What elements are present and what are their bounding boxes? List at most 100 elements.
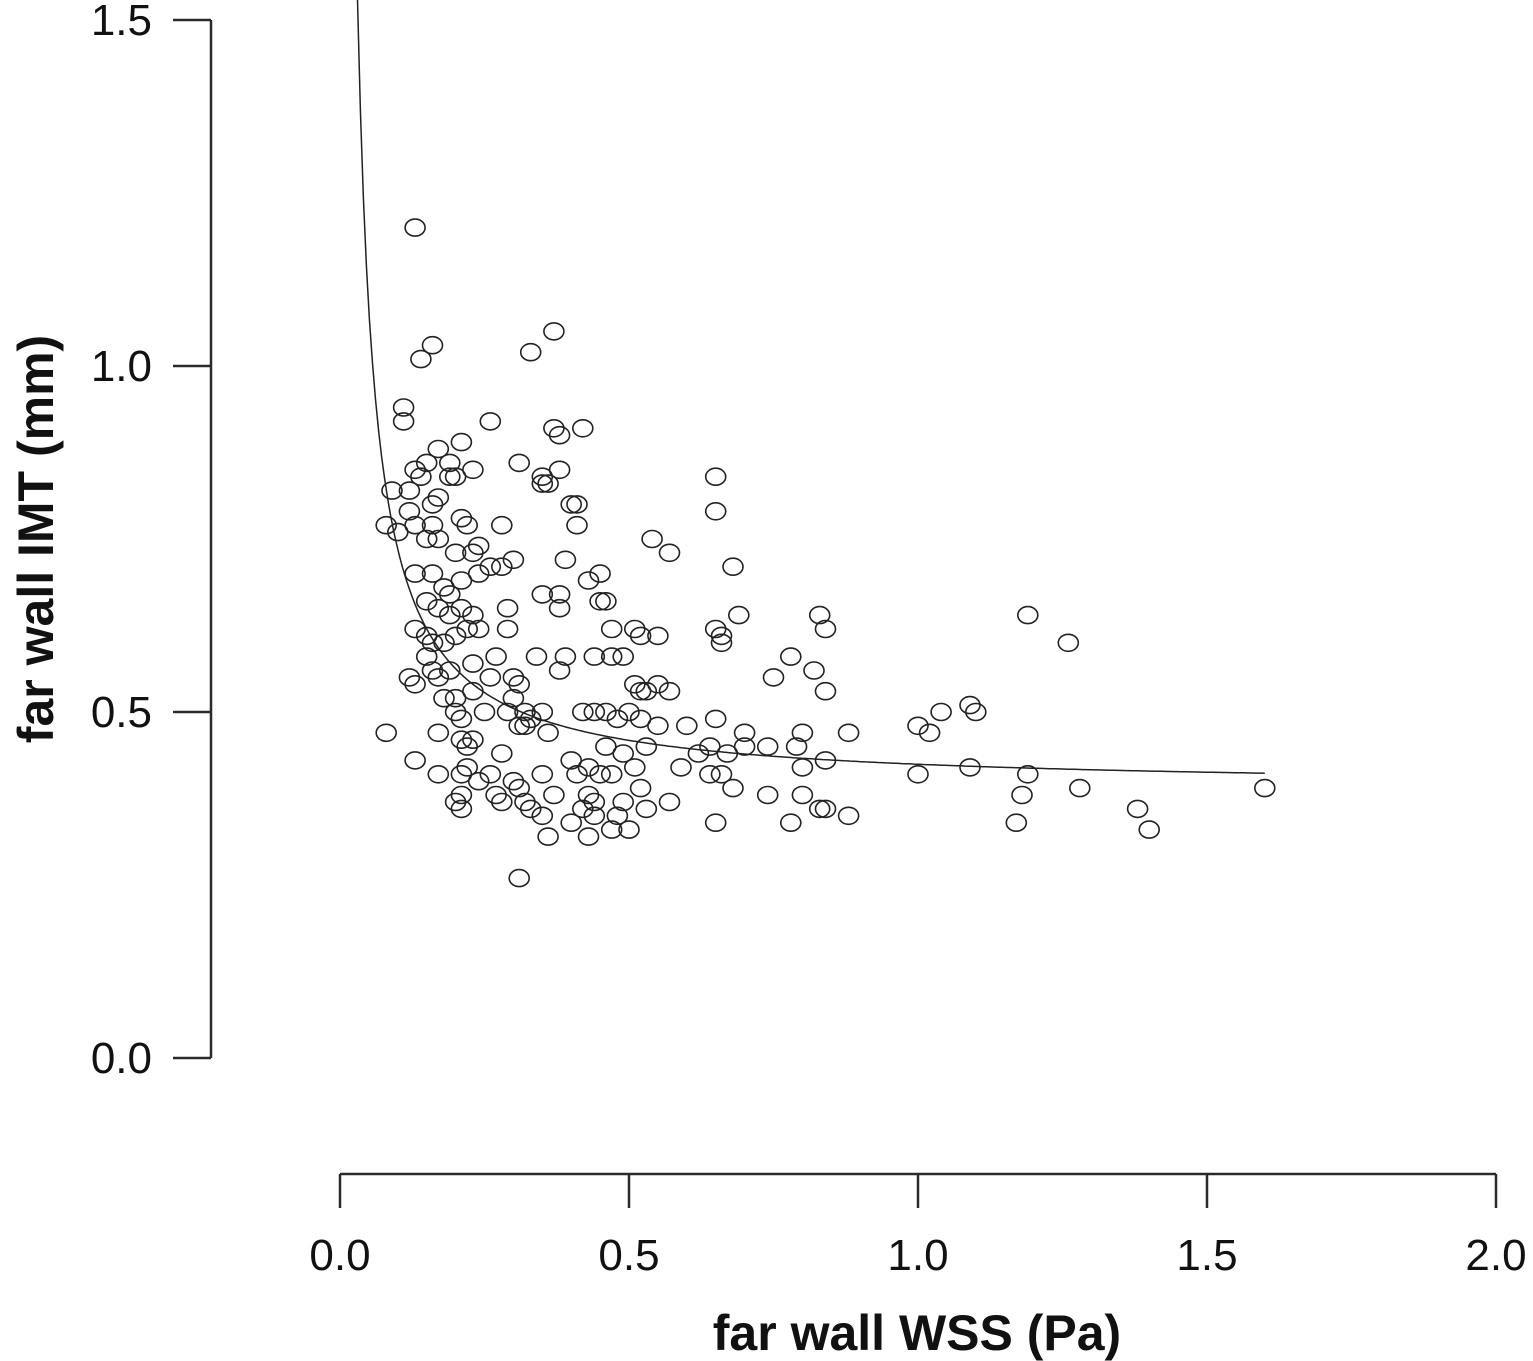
data-point <box>421 633 444 653</box>
data-point <box>791 723 814 743</box>
data-point <box>1138 820 1160 839</box>
data-point <box>485 647 507 666</box>
data-point <box>710 633 733 653</box>
data-point <box>548 425 571 445</box>
data-point <box>918 723 941 743</box>
data-point <box>600 764 623 784</box>
data-point <box>571 702 594 722</box>
data-point <box>456 758 479 777</box>
data-point <box>641 529 663 549</box>
x-tick-label: 1.5 <box>1176 1231 1237 1280</box>
data-point <box>566 515 588 535</box>
data-point <box>496 598 519 618</box>
data-point <box>438 467 461 487</box>
data-point <box>1017 605 1039 625</box>
data-point <box>577 827 600 846</box>
x-axis-title: far wall WSS (Pa) <box>713 1305 1121 1361</box>
data-point <box>438 585 461 604</box>
data-point <box>415 591 438 611</box>
data-point <box>386 522 409 542</box>
data-point <box>629 626 652 646</box>
y-tick-label: 0.0 <box>91 1034 152 1083</box>
data-point <box>496 702 519 722</box>
data-point <box>612 647 635 666</box>
data-point <box>583 806 606 826</box>
data-point <box>381 481 403 500</box>
data-point <box>606 709 629 729</box>
data-point <box>508 453 531 473</box>
data-point <box>427 723 450 743</box>
data-point <box>722 778 744 798</box>
data-point <box>519 799 542 819</box>
data-point <box>612 792 635 812</box>
data-point <box>647 626 669 646</box>
data-point <box>583 647 606 666</box>
data-point <box>427 598 450 618</box>
data-point <box>964 702 987 722</box>
data-point <box>404 218 426 237</box>
data-point <box>560 751 583 770</box>
data-point <box>479 764 502 784</box>
data-point <box>525 647 548 666</box>
data-point <box>456 619 479 639</box>
data-point <box>577 571 600 590</box>
data-point <box>1005 813 1028 833</box>
data-point <box>433 688 455 708</box>
data-point <box>658 543 681 563</box>
data-point <box>450 571 473 590</box>
data-point <box>502 550 525 570</box>
data-point <box>907 764 929 784</box>
x-tick-label: 1.0 <box>887 1231 948 1280</box>
data-point <box>722 557 744 577</box>
data-point <box>444 688 467 708</box>
data-point <box>427 764 450 784</box>
data-point <box>808 799 831 819</box>
data-point <box>635 737 658 756</box>
data-point <box>704 501 727 521</box>
data-point <box>462 681 484 701</box>
data-point <box>1057 633 1080 653</box>
data-point <box>560 813 583 833</box>
data-point <box>467 564 490 583</box>
data-point <box>583 792 606 812</box>
data-point <box>531 764 554 784</box>
data-point <box>589 564 611 583</box>
data-point <box>907 716 929 736</box>
data-point <box>814 751 837 770</box>
data-point <box>733 723 756 743</box>
data-point <box>618 702 640 722</box>
data-point <box>404 619 426 639</box>
data-point <box>450 799 473 819</box>
data-point <box>531 474 554 493</box>
data-point <box>462 605 484 625</box>
data-point <box>595 591 617 611</box>
data-point <box>450 432 473 452</box>
data-point <box>548 661 571 680</box>
data-point <box>837 806 860 826</box>
data-point <box>415 453 438 473</box>
data-point <box>375 723 398 743</box>
data-point <box>450 709 473 729</box>
data-point <box>595 737 617 756</box>
fit-curve <box>356 0 1265 774</box>
data-point <box>1011 785 1033 805</box>
data-point <box>462 460 484 480</box>
data-point <box>467 771 490 791</box>
data-point <box>410 467 432 487</box>
data-point <box>814 799 837 819</box>
data-point <box>727 605 750 625</box>
data-point <box>658 792 681 812</box>
data-point <box>704 709 727 729</box>
data-point <box>398 501 421 521</box>
data-point <box>519 342 542 362</box>
data-point <box>687 744 710 763</box>
data-point <box>791 785 814 805</box>
data-point <box>392 412 415 431</box>
data-point <box>410 349 432 369</box>
data-point <box>710 764 733 784</box>
data-point <box>710 626 733 646</box>
data-point <box>404 751 426 770</box>
data-point <box>427 439 450 459</box>
